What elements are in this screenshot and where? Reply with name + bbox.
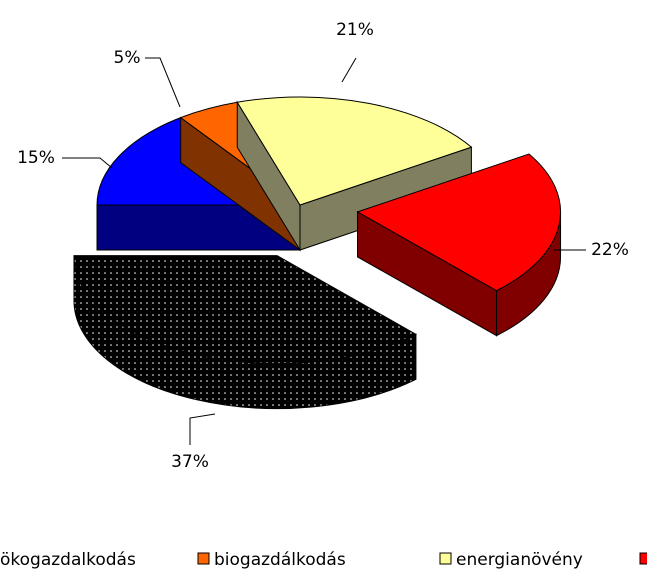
slice — [356, 153, 562, 292]
labels: 15% 5% 21% 22% 37% — [17, 20, 629, 472]
leader-line — [62, 157, 113, 169]
legend-swatch — [197, 552, 210, 565]
leader-line — [145, 57, 181, 108]
legend-label: energianövény — [456, 550, 583, 570]
legend-label: ökogazdalkodás — [0, 550, 136, 570]
data-label: 15% — [17, 148, 55, 168]
legend-label: biogazdálkodás — [214, 550, 346, 570]
data-label: 21% — [336, 20, 374, 40]
leader-line — [341, 57, 357, 83]
pie — [73, 96, 562, 410]
legend-swatch — [639, 552, 647, 565]
leader-line — [189, 413, 216, 445]
legend: ökogazdalkodás biogazdálkodás energianövén… — [0, 550, 647, 570]
data-label: 22% — [591, 240, 629, 260]
data-label: 37% — [171, 452, 209, 472]
slice — [236, 96, 473, 206]
data-label: 5% — [114, 48, 141, 68]
slice — [73, 255, 417, 365]
legend-swatch — [439, 552, 452, 565]
